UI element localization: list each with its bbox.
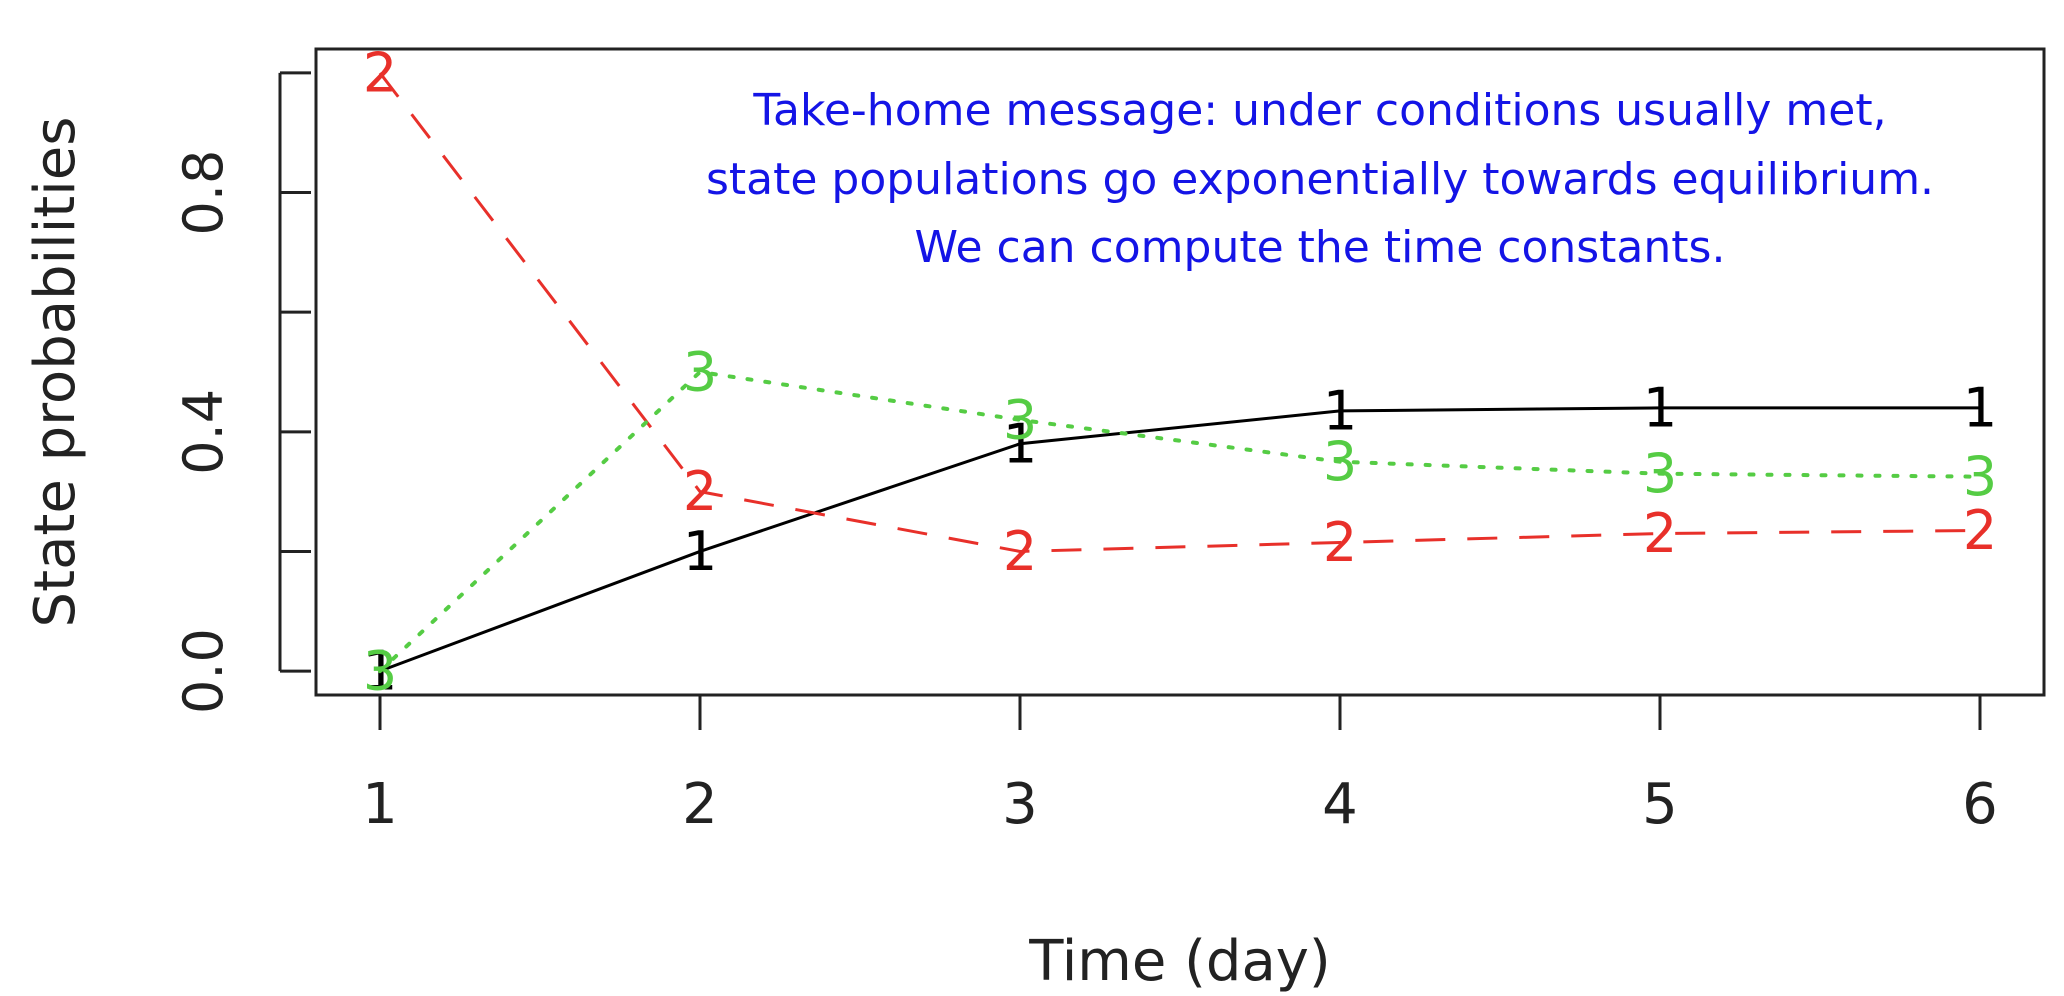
- point-marker: 3: [683, 341, 717, 404]
- annotation: Take-home message: under conditions usua…: [706, 85, 1934, 273]
- y-tick-label: 0.8: [172, 150, 235, 236]
- point-marker: 1: [1963, 376, 1997, 439]
- point-marker: 3: [1643, 442, 1677, 505]
- point-marker: 2: [683, 460, 717, 523]
- point-marker: 3: [1003, 388, 1037, 451]
- x-tick-label: 1: [362, 772, 398, 837]
- series-3: 3 3 3 3 3 3: [363, 341, 1997, 703]
- y-tick-label: 0.0: [172, 628, 235, 714]
- point-marker: 1: [683, 520, 717, 583]
- y-tick-label: 0.4: [172, 389, 235, 475]
- annotation-line: state populations go exponentially towar…: [706, 154, 1934, 205]
- y-axis-label: State probabilities: [23, 117, 88, 628]
- annotation-line: We can compute the time constants.: [915, 222, 1726, 273]
- series-line: [379, 406, 1980, 673]
- point-marker: 2: [1963, 499, 1997, 562]
- point-marker: 2: [1323, 511, 1357, 574]
- series-line: [378, 369, 1982, 674]
- annotation-line: Take-home message: under conditions usua…: [752, 85, 1886, 136]
- x-tick-label: 3: [1002, 772, 1038, 837]
- point-marker: 1: [1323, 379, 1357, 442]
- point-marker: 3: [1963, 445, 1997, 508]
- point-marker: 2: [1003, 520, 1037, 583]
- x-tick-label: 6: [1962, 772, 1998, 837]
- x-axis: 1 2 3 4 5 6: [362, 693, 1998, 837]
- series-line: [378, 72, 1981, 553]
- point-marker: 3: [363, 640, 397, 703]
- x-tick-label: 4: [1322, 772, 1358, 837]
- x-tick-label: 5: [1642, 772, 1678, 837]
- x-axis-label: Time (day): [1028, 929, 1331, 994]
- x-tick-label: 2: [682, 772, 718, 837]
- point-marker: 1: [1643, 376, 1677, 439]
- y-axis: 0.0 0.4 0.8: [172, 71, 311, 714]
- point-marker: 3: [1323, 430, 1357, 493]
- point-marker: 2: [1643, 502, 1677, 565]
- point-marker: 2: [363, 41, 397, 104]
